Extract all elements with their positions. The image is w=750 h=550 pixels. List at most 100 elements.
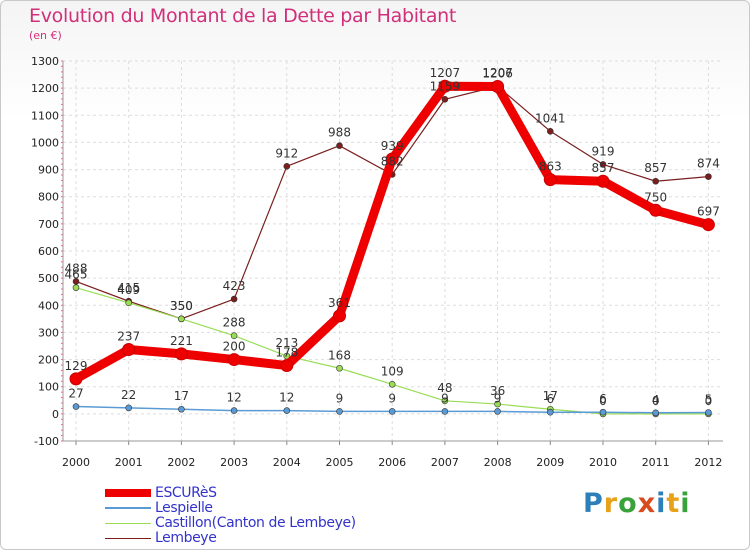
data-label: 27 [68, 387, 83, 401]
data-label: 9 [441, 391, 449, 405]
data-label: 1207 [482, 66, 513, 80]
legend-label: Lembeye [155, 530, 217, 546]
data-label: 0 [599, 394, 607, 408]
data-point [125, 299, 132, 307]
data-point [385, 152, 399, 166]
y-tick-label: 0 [52, 408, 59, 421]
data-label: 9 [494, 391, 502, 405]
legend-swatch [105, 489, 151, 497]
data-label: 350 [170, 299, 193, 313]
data-point [125, 404, 132, 412]
data-label: 488 [65, 261, 88, 275]
data-point [69, 372, 83, 386]
data-point [494, 400, 501, 408]
data-label: 22 [121, 388, 136, 402]
x-tick-label: 2001 [115, 456, 143, 469]
x-tick-label: 2011 [642, 456, 670, 469]
legend-item-escures: ESCURèS [105, 485, 435, 501]
data-label: 697 [697, 205, 720, 219]
data-label: 0 [705, 394, 713, 408]
data-point [546, 408, 554, 416]
data-point [72, 284, 80, 291]
y-tick-label: 1100 [31, 109, 59, 122]
x-tick-label: 2012 [694, 456, 722, 469]
y-tick-label: 1000 [31, 136, 59, 149]
y-tick-label: 900 [38, 164, 59, 177]
legend-swatch [105, 523, 151, 524]
data-label: 48 [437, 381, 452, 395]
data-point [280, 359, 294, 373]
data-label: 9 [388, 391, 396, 405]
logo-letter: i [680, 488, 691, 519]
y-tick-label: 200 [38, 354, 59, 367]
y-tick-label: 100 [38, 381, 59, 394]
data-point [441, 408, 449, 415]
data-point [333, 309, 346, 323]
data-point [178, 315, 185, 323]
legend-item-lespielle: Lespielle [105, 500, 435, 516]
data-point [649, 203, 663, 217]
data-label: 361 [328, 296, 351, 310]
y-tick-label: 600 [38, 245, 59, 258]
y-tick-label: 700 [38, 218, 59, 231]
x-tick-label: 2005 [326, 456, 354, 469]
data-point [336, 364, 343, 372]
data-label: 288 [223, 316, 246, 330]
data-label: 857 [644, 161, 667, 175]
data-label: 221 [170, 334, 193, 348]
data-point [494, 408, 501, 415]
data-label: 409 [117, 283, 140, 297]
data-point [230, 295, 238, 303]
data-label: 882 [381, 154, 404, 168]
logo-letter: o [618, 488, 638, 519]
data-point [336, 408, 343, 415]
data-point [283, 407, 291, 414]
data-label: 1206 [482, 67, 513, 81]
data-label: 1041 [535, 111, 566, 125]
data-label: 178 [275, 346, 298, 360]
data-point [491, 80, 505, 94]
data-point [72, 403, 80, 410]
data-point [227, 353, 241, 367]
data-label: 1159 [430, 79, 461, 93]
data-label: 5 [705, 393, 713, 407]
data-label: 465 [65, 268, 88, 282]
legend-item-lembeye: Lembeye [105, 530, 435, 546]
data-label: 912 [275, 146, 298, 160]
data-point [441, 95, 449, 103]
x-tick-label: 2002 [167, 456, 195, 469]
logo-letter: r [603, 488, 619, 519]
data-point [705, 173, 712, 180]
data-point [652, 177, 660, 185]
data-point [438, 79, 452, 93]
data-point [599, 161, 607, 168]
data-label: 350 [170, 299, 193, 313]
data-label: 0 [652, 394, 660, 408]
legend-label: ESCURèS [155, 485, 217, 501]
data-point [174, 347, 188, 361]
data-label: 36 [490, 384, 505, 398]
axes: -100010020030040050060070080090010001100… [31, 55, 723, 469]
data-label: 1207 [430, 66, 461, 80]
data-label: 17 [543, 389, 558, 403]
data-point [701, 218, 715, 232]
logo-letter: x [637, 488, 657, 519]
x-tick-label: 2009 [536, 456, 564, 469]
data-label: 17 [174, 389, 189, 403]
x-tick-label: 2004 [273, 456, 301, 469]
data-label: 9 [336, 391, 344, 405]
chart-title: Evolution du Montant de la Dette par Hab… [29, 5, 457, 27]
data-point [178, 405, 185, 413]
data-label: 213 [275, 336, 298, 350]
logo-letter: t [666, 488, 681, 519]
data-label: 863 [539, 160, 562, 174]
legend-item-castillon: Castillon(Canton de Lembeye) [105, 515, 435, 531]
y-tick-label: 400 [38, 299, 59, 312]
data-label: 750 [644, 190, 667, 204]
data-label: 919 [592, 144, 615, 158]
x-tick-label: 2007 [431, 456, 459, 469]
data-point [546, 128, 554, 135]
